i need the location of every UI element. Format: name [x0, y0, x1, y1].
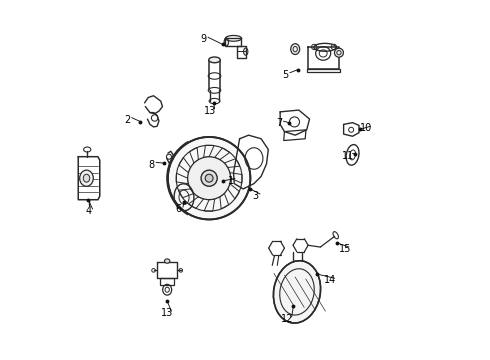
- Text: 1: 1: [227, 176, 234, 186]
- Ellipse shape: [168, 137, 250, 220]
- Text: 14: 14: [324, 275, 337, 285]
- Text: 10: 10: [360, 123, 372, 133]
- Ellipse shape: [291, 44, 300, 54]
- Text: 11: 11: [342, 150, 354, 161]
- Ellipse shape: [201, 170, 217, 186]
- Ellipse shape: [165, 259, 170, 263]
- Ellipse shape: [205, 174, 213, 182]
- Ellipse shape: [273, 261, 320, 323]
- Text: 7: 7: [276, 118, 282, 128]
- Text: 2: 2: [124, 115, 130, 125]
- Text: 13: 13: [204, 106, 217, 116]
- Text: 8: 8: [148, 159, 155, 170]
- Ellipse shape: [188, 157, 231, 200]
- Text: 12: 12: [281, 314, 294, 324]
- Text: 3: 3: [253, 191, 259, 201]
- Text: 6: 6: [175, 204, 182, 215]
- Ellipse shape: [335, 48, 343, 57]
- Text: 15: 15: [339, 244, 351, 254]
- Text: 5: 5: [282, 70, 289, 80]
- Ellipse shape: [209, 57, 221, 63]
- Ellipse shape: [80, 170, 93, 186]
- Ellipse shape: [83, 174, 90, 182]
- Text: 4: 4: [85, 206, 91, 216]
- Text: 13: 13: [161, 309, 173, 318]
- Text: 9: 9: [201, 35, 207, 44]
